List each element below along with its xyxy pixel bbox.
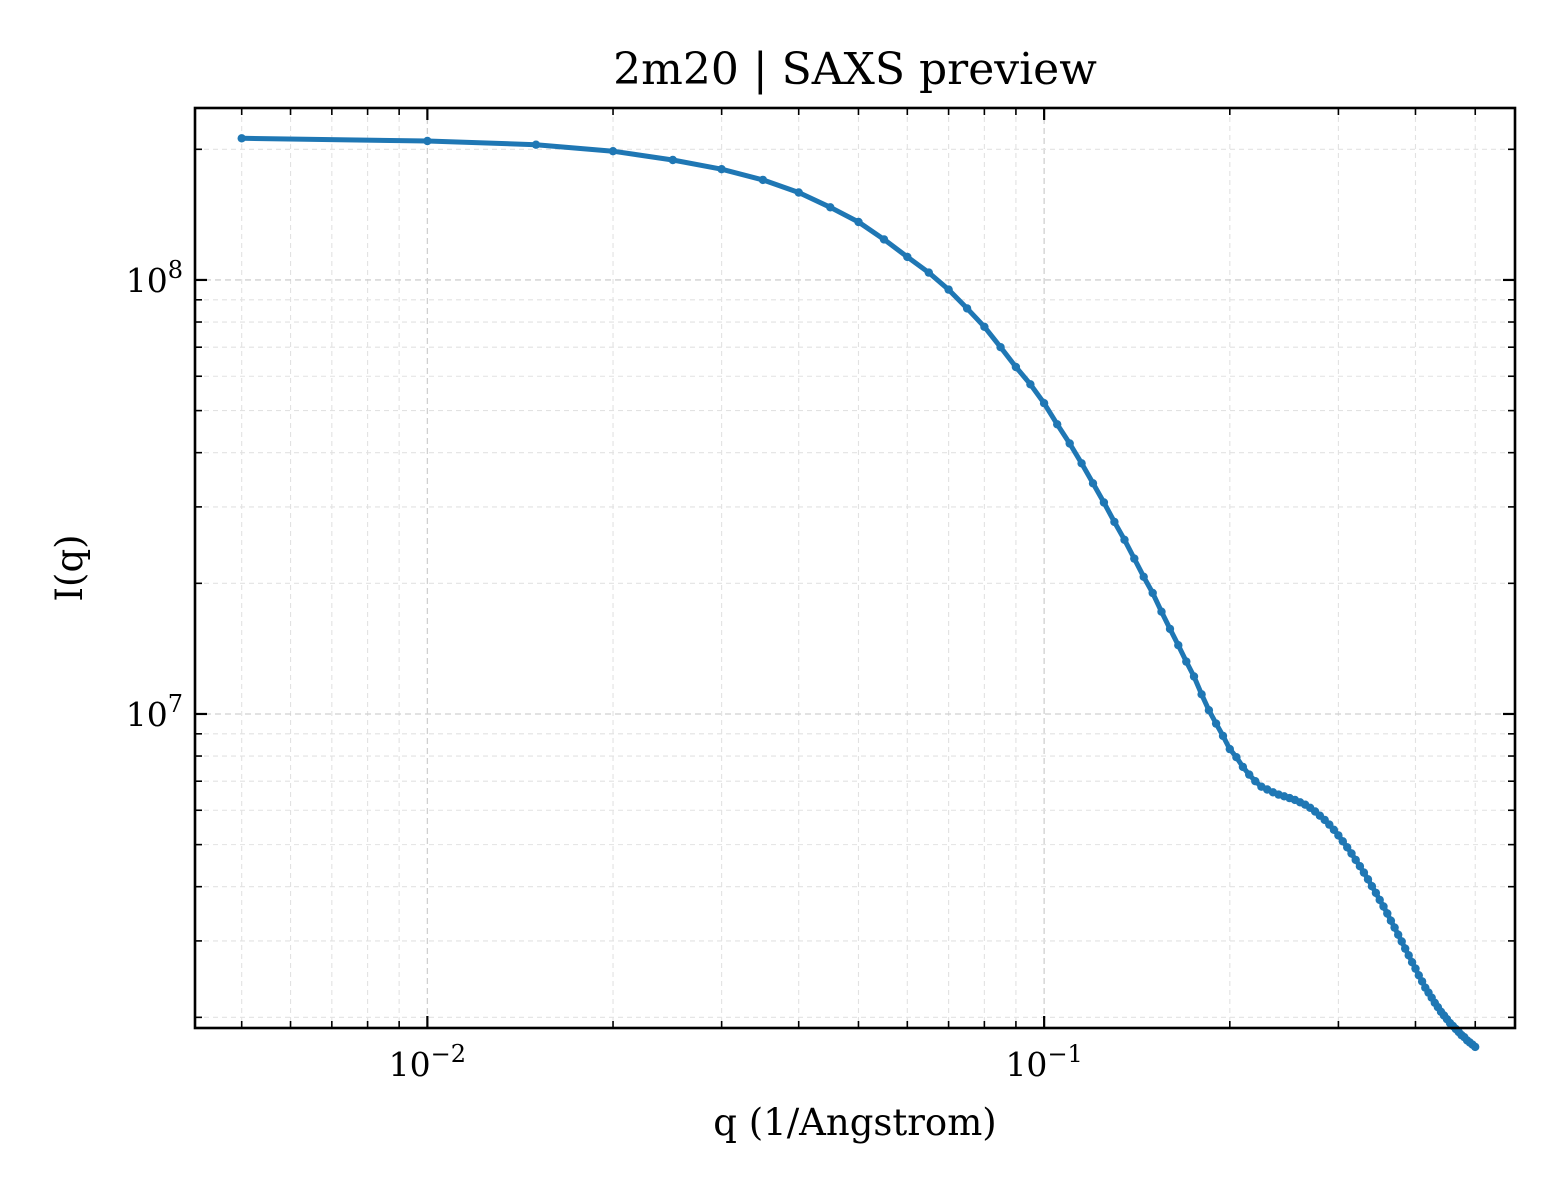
- data-point: [1026, 380, 1035, 389]
- data-point: [1371, 888, 1381, 898]
- data-point: [717, 165, 726, 174]
- data-point: [980, 322, 989, 331]
- data-point: [1148, 588, 1157, 598]
- y-tick-label: 108: [126, 256, 183, 300]
- data-point: [1225, 744, 1235, 754]
- data-point: [1197, 690, 1206, 699]
- data-point: [423, 136, 432, 146]
- data-point: [1204, 706, 1214, 715]
- x-axis-label: q (1/Angstrom): [713, 1101, 996, 1144]
- data-point: [1088, 479, 1098, 488]
- data-point: [668, 155, 677, 165]
- data-point: [1130, 554, 1139, 563]
- y-axis-label: I(q): [48, 534, 91, 601]
- data-point: [1065, 439, 1074, 448]
- data-point: [1417, 977, 1427, 986]
- data-point: [608, 147, 618, 156]
- data-point: [531, 140, 541, 149]
- data-point: [1386, 916, 1396, 925]
- data-point: [237, 134, 246, 143]
- data-point: [1232, 753, 1241, 762]
- data-point: [1099, 498, 1109, 507]
- data-point: [1397, 937, 1406, 946]
- data-point: [962, 304, 972, 313]
- data-point: [1359, 868, 1369, 877]
- data-point: [1182, 657, 1191, 666]
- data-point: [1394, 930, 1403, 939]
- data-point: [1211, 719, 1221, 728]
- data-point: [1189, 672, 1199, 681]
- y-tick-label: 107: [126, 690, 183, 734]
- data-point: [1383, 909, 1392, 918]
- data-point: [1334, 831, 1343, 840]
- data-point: [1157, 607, 1166, 616]
- data-point: [944, 285, 953, 294]
- data-series: [237, 134, 1480, 1052]
- data-point: [1077, 459, 1086, 468]
- data-point: [903, 252, 912, 262]
- data-point: [1039, 399, 1049, 408]
- grid-lines: [195, 108, 1515, 1028]
- data-point: [1338, 837, 1348, 846]
- data-point: [1375, 895, 1384, 905]
- data-point: [1120, 535, 1129, 544]
- plot-frame: [193, 106, 1517, 1030]
- data-point: [1347, 849, 1356, 858]
- data-point: [1471, 1042, 1480, 1052]
- data-point: [1379, 902, 1388, 911]
- data-point: [1245, 770, 1254, 779]
- data-point: [1363, 875, 1373, 884]
- data-point: [1053, 420, 1062, 429]
- data-point: [924, 268, 933, 277]
- x-tick-label: 10−2: [389, 1040, 466, 1084]
- data-point: [879, 235, 889, 244]
- data-point: [1355, 862, 1365, 871]
- data-point: [1251, 777, 1260, 786]
- tick-labels: 10−2 10−1 107 108: [126, 256, 1083, 1084]
- data-point: [1139, 572, 1148, 581]
- data-point: [1367, 882, 1377, 891]
- data-point: [1343, 843, 1352, 852]
- data-point: [1404, 951, 1413, 960]
- x-tick-label: 10−1: [1005, 1040, 1082, 1084]
- data-point: [1174, 641, 1183, 650]
- data-point: [1411, 964, 1420, 973]
- data-point: [1110, 517, 1119, 527]
- data-point: [1401, 944, 1410, 953]
- data-point: [854, 217, 863, 227]
- data-point: [794, 188, 803, 197]
- data-point: [996, 343, 1005, 352]
- data-point: [1011, 362, 1021, 372]
- data-point: [826, 203, 835, 212]
- data-point: [758, 175, 768, 185]
- data-point: [1165, 624, 1175, 634]
- data-point: [1329, 825, 1339, 834]
- data-point: [1390, 923, 1399, 932]
- data-point: [1218, 731, 1228, 741]
- data-point: [1407, 958, 1417, 967]
- data-point: [1351, 855, 1360, 865]
- axis-ticks: [195, 108, 1515, 1028]
- chart-title: 2m20 | SAXS preview: [613, 44, 1097, 95]
- data-point: [1238, 762, 1248, 772]
